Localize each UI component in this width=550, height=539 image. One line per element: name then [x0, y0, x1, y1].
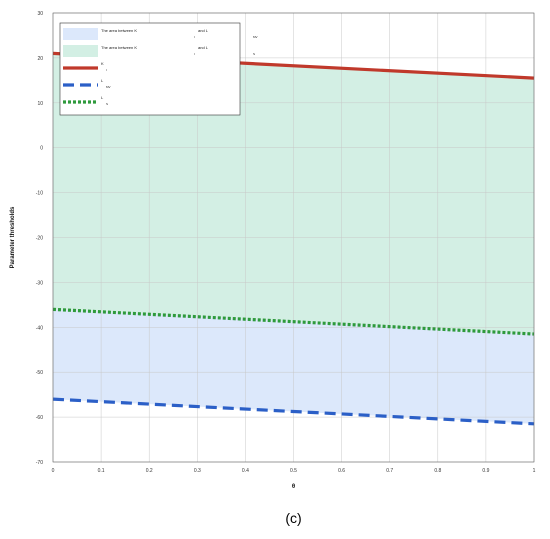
legend-subscript: I	[194, 35, 195, 39]
legend-label: L	[101, 78, 104, 83]
y-tick-label: -20	[36, 236, 43, 242]
x-tick-label: 0.9	[482, 468, 489, 474]
x-tick-label: 0.4	[242, 468, 249, 474]
x-tick-label: 0.7	[386, 468, 393, 474]
legend-label: and L	[198, 28, 209, 33]
legend-label: L	[101, 95, 104, 100]
x-tick-label: 0	[52, 468, 55, 474]
y-tick-label: -30	[36, 280, 43, 286]
x-tick-label: 1	[533, 468, 536, 474]
x-tick-label: 0.8	[434, 468, 441, 474]
panel-label: (c)	[285, 510, 301, 526]
y-axis-title: Parameter thresholds	[10, 206, 16, 268]
legend-subscript: S	[106, 102, 108, 106]
y-tick-label: 30	[37, 11, 43, 17]
x-tick-label: 0.2	[146, 468, 153, 474]
x-tick-label: 0.1	[98, 468, 105, 474]
x-tick-label: 0.3	[194, 468, 201, 474]
legend-subscript: MV	[106, 85, 111, 89]
legend-subscript: MV	[253, 35, 258, 39]
y-tick-label: 0	[40, 146, 43, 152]
legend-swatch-area-k-lmv	[63, 28, 98, 40]
legend-swatch-area-k-ls	[63, 45, 98, 57]
series-line-L_MV	[52, 397, 535, 426]
y-tick-label: 20	[37, 56, 43, 62]
x-axis-title: θ	[292, 484, 295, 490]
legend-label: and L	[198, 45, 209, 50]
legend-subscript: I	[106, 68, 107, 72]
series-line-L_S	[52, 307, 535, 336]
y-tick-label: -10	[36, 191, 43, 197]
y-tick-label: -50	[36, 370, 43, 376]
y-tick-label: -40	[36, 325, 43, 331]
legend-label: The area between K	[101, 45, 137, 50]
legend-label: K	[101, 61, 104, 66]
legend-label: The area between K	[101, 28, 137, 33]
x-tick-label: 0.6	[338, 468, 345, 474]
legend-subscript: S	[253, 52, 255, 56]
y-tick-label: 10	[37, 101, 43, 107]
plot-frame	[52, 12, 535, 463]
y-tick-label: -60	[36, 415, 43, 421]
x-tick-label: 0.5	[290, 468, 297, 474]
legend-subscript: I	[194, 52, 195, 56]
y-tick-label: -70	[36, 460, 43, 466]
tick-labels: 0 0.1 0.2 0.3 0.4 0.5 0.6 0.7 0.8 0.9 1 30 20 10 0 -10 -…	[36, 11, 536, 474]
